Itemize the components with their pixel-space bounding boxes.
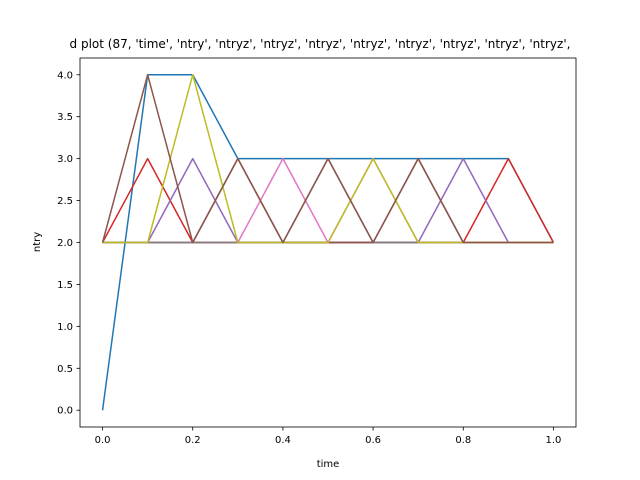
- y-tick-label: 2.0: [57, 238, 73, 249]
- x-tick-label: 0.2: [185, 435, 201, 446]
- y-tick-label: 3.0: [57, 154, 73, 165]
- y-tick-label: 0.0: [57, 406, 73, 417]
- y-axis-ticks: 0.0 0.5 1.0 1.5 2.0 2.5 3.0 3.5 4.0: [57, 70, 80, 417]
- series-line-10: [101, 74, 554, 244]
- x-tick-label: 1.0: [546, 435, 562, 446]
- x-axis-ticks: 0.0 0.2 0.4 0.6 0.8 1.0: [95, 427, 562, 446]
- y-tick-label: 1.5: [57, 280, 73, 291]
- x-tick-label: 0.4: [275, 435, 291, 446]
- y-tick-label: 3.5: [57, 112, 73, 123]
- x-axis-label: time: [317, 459, 340, 470]
- y-tick-label: 2.5: [57, 196, 73, 207]
- y-tick-label: 0.5: [57, 364, 73, 375]
- series-layer: [101, 74, 555, 411]
- x-tick-label: 0.0: [95, 435, 111, 446]
- chart-title: d plot (87, 'time', 'ntry', 'ntryz', 'nt…: [70, 37, 571, 51]
- x-tick-label: 0.8: [455, 435, 471, 446]
- y-tick-label: 4.0: [57, 70, 73, 81]
- y-axis-label: ntry: [32, 232, 43, 252]
- y-tick-label: 1.0: [57, 322, 73, 333]
- x-tick-label: 0.6: [365, 435, 381, 446]
